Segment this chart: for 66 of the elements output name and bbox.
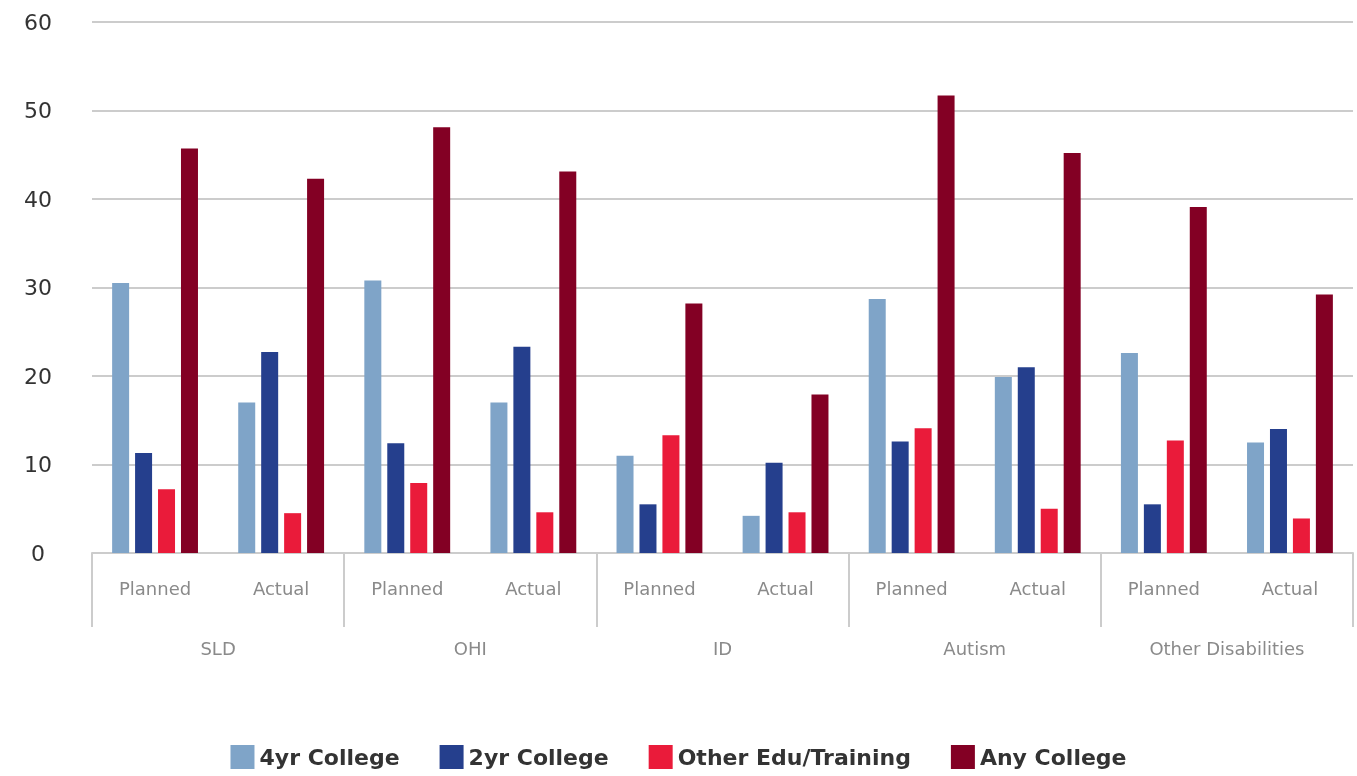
text: Autism: [943, 637, 1007, 659]
y-tick-label: 10: [24, 452, 52, 477]
legend-label: 2yr College: [468, 744, 609, 770]
bar: [1017, 367, 1035, 553]
bar: [891, 441, 909, 553]
bar: [742, 515, 760, 553]
x-tick-label: Actual: [1261, 577, 1319, 599]
bar: [685, 303, 703, 553]
bar: [1040, 508, 1058, 553]
bar: [158, 489, 176, 553]
x-tick-label: Planned: [623, 577, 696, 599]
x-tick-label: Actual: [252, 577, 310, 599]
y-tick-label: 0: [31, 540, 45, 566]
y-tick-label: 40: [24, 186, 52, 212]
bar: [238, 402, 256, 553]
bar: [1315, 294, 1333, 553]
bar: [1292, 518, 1310, 553]
bar: [868, 299, 886, 553]
bar: [937, 95, 955, 553]
bar: [994, 376, 1012, 553]
x-tick-label: Actual: [1009, 577, 1066, 599]
bar: [914, 428, 932, 553]
bar: [1120, 352, 1138, 553]
text: SLD: [200, 637, 236, 659]
bar: [261, 352, 279, 553]
bar: [765, 462, 783, 553]
text: OHI: [453, 637, 487, 659]
bar: [1166, 440, 1184, 553]
text: ID: [712, 637, 733, 659]
x-tick-label: Planned: [118, 577, 192, 599]
x-tick-label: Planned: [1127, 577, 1200, 599]
bar: [1247, 442, 1265, 553]
bar: [387, 443, 405, 553]
bar: [1189, 206, 1207, 553]
bar: [513, 346, 531, 553]
x-tick-label: Planned: [371, 577, 444, 599]
y-tick-label: 60: [24, 9, 52, 35]
bar: [639, 504, 657, 553]
bar: [307, 178, 325, 553]
x-tick-label: Planned: [875, 577, 948, 599]
bar: [616, 455, 634, 553]
bar: [662, 435, 680, 553]
bar: [788, 512, 806, 553]
legend-label: 4yr College: [259, 744, 400, 770]
x-tick-label: Actual: [757, 577, 814, 599]
bar: [1063, 152, 1081, 553]
bar: [284, 513, 302, 553]
bar: [811, 394, 829, 553]
bar: [1143, 504, 1161, 553]
text: Other Disabilities: [1149, 637, 1305, 659]
bar: [112, 283, 130, 553]
legend-label: Other Edu/Training: [677, 744, 911, 770]
y-tick-label: 50: [24, 98, 52, 123]
x-tick-label: Actual: [505, 577, 562, 599]
y-tick-label: 20: [24, 363, 52, 389]
bar: [135, 453, 153, 553]
legend-label: Any College: [979, 744, 1127, 770]
bar: [490, 402, 508, 553]
bar: [364, 280, 382, 553]
y-tick-label: 30: [24, 275, 52, 300]
bar: [559, 171, 577, 553]
bar: [433, 127, 451, 553]
bar: [1269, 429, 1287, 553]
bar: [536, 512, 554, 553]
bar: [180, 148, 198, 553]
bar: [410, 483, 428, 553]
